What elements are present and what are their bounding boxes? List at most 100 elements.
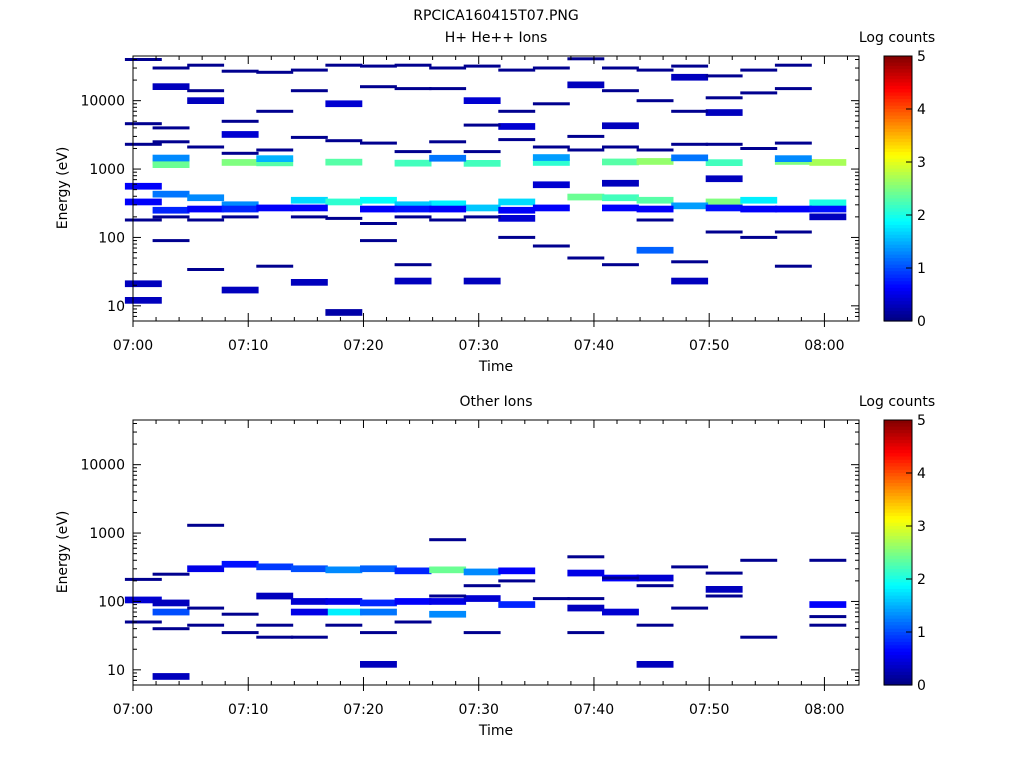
heatmap-line bbox=[636, 148, 674, 152]
heatmap-bin bbox=[705, 198, 743, 206]
heatmap-line bbox=[671, 260, 709, 264]
colorbar-segment bbox=[884, 469, 912, 474]
heatmap-line bbox=[256, 623, 294, 627]
colorbar-segment bbox=[884, 155, 912, 160]
heatmap-line bbox=[740, 91, 778, 95]
heatmap-line bbox=[124, 122, 162, 126]
heatmap-line bbox=[636, 218, 674, 222]
colorbar-segment bbox=[884, 317, 912, 322]
colorbar-segment bbox=[884, 148, 912, 153]
heatmap-line bbox=[567, 256, 605, 260]
heatmap-bin bbox=[360, 661, 397, 668]
heatmap-bin bbox=[152, 673, 190, 680]
heatmap-bin bbox=[325, 198, 363, 206]
colorbar-segment bbox=[884, 175, 912, 180]
colorbar-segment bbox=[884, 628, 912, 633]
colorbar-segment bbox=[884, 195, 912, 200]
heatmap-bin bbox=[567, 604, 605, 612]
x-axis-label: Time bbox=[478, 723, 513, 739]
heatmap-line bbox=[636, 99, 674, 103]
heatmap-bin bbox=[429, 154, 467, 162]
heatmap-bin bbox=[221, 159, 259, 166]
x-tick-label: 07:30 bbox=[459, 338, 499, 354]
colorbar-segment bbox=[884, 85, 912, 90]
heatmap-bin bbox=[290, 608, 328, 616]
colorbar-segment bbox=[884, 638, 912, 643]
heatmap-line bbox=[532, 102, 570, 106]
colorbar-segment bbox=[884, 635, 912, 640]
heatmap-line bbox=[498, 579, 536, 583]
colorbar-segment bbox=[884, 224, 912, 229]
panel-title: Other Ions bbox=[459, 394, 532, 410]
heatmap-bin bbox=[498, 206, 536, 214]
heatmap-line bbox=[809, 623, 847, 627]
colorbar-segment bbox=[884, 254, 912, 259]
heatmap-line bbox=[187, 89, 225, 93]
heatmap-line bbox=[498, 138, 536, 142]
colorbar-tick-label: 3 bbox=[917, 155, 926, 171]
heatmap-line bbox=[394, 620, 432, 624]
heatmap-bin bbox=[567, 81, 605, 89]
heatmap-bin bbox=[532, 204, 570, 212]
heatmap-bin bbox=[360, 599, 397, 607]
heatmap-marks bbox=[124, 57, 847, 316]
colorbar-segment bbox=[884, 562, 912, 567]
heatmap-bin bbox=[290, 565, 328, 573]
y-axis-label: Energy (eV) bbox=[55, 147, 71, 230]
colorbar-segment bbox=[884, 62, 912, 67]
heatmap-line bbox=[671, 64, 709, 68]
x-tick-label: 07:00 bbox=[113, 338, 153, 354]
heatmap-bin bbox=[187, 565, 225, 573]
heatmap-bin bbox=[498, 567, 536, 575]
heatmap-line bbox=[360, 85, 397, 89]
colorbar-segment bbox=[884, 211, 912, 216]
colorbar-segment bbox=[884, 112, 912, 117]
colorbar-segment bbox=[884, 297, 912, 302]
colorbar-segment bbox=[884, 145, 912, 150]
heatmap-bin bbox=[636, 196, 674, 204]
heatmap-bin bbox=[221, 205, 259, 213]
heatmap-line bbox=[394, 215, 432, 219]
x-axis-label: Time bbox=[478, 359, 513, 375]
y-tick-label: 10 bbox=[107, 299, 125, 315]
y-tick-label: 100 bbox=[98, 594, 125, 610]
x-tick-label: 07:10 bbox=[228, 702, 268, 718]
heatmap-line bbox=[221, 215, 259, 219]
colorbar-segment bbox=[884, 612, 912, 617]
colorbar-segment bbox=[884, 532, 912, 537]
heatmap-line bbox=[187, 218, 225, 222]
heatmap-bin bbox=[809, 199, 847, 207]
colorbar-segment bbox=[884, 645, 912, 650]
colorbar-segment bbox=[884, 122, 912, 127]
heatmap-line bbox=[705, 142, 743, 146]
colorbar-segment bbox=[884, 655, 912, 660]
colorbar-segment bbox=[884, 459, 912, 464]
colorbar-segment bbox=[884, 307, 912, 312]
heatmap-bin bbox=[152, 190, 190, 198]
heatmap-bin bbox=[532, 159, 570, 166]
colorbar-label: Log counts bbox=[859, 30, 935, 46]
colorbar-segment bbox=[884, 429, 912, 434]
colorbar-segment bbox=[884, 274, 912, 279]
heatmap-line bbox=[394, 87, 432, 91]
heatmap-bin bbox=[705, 109, 743, 116]
heatmap-bin bbox=[498, 215, 536, 222]
heatmap-bin bbox=[152, 206, 190, 214]
colorbar-segment bbox=[884, 92, 912, 97]
heatmap-line bbox=[532, 145, 570, 149]
colorbar-segment bbox=[884, 301, 912, 306]
colorbar-label: Log counts bbox=[859, 394, 935, 410]
heatmap-line bbox=[360, 64, 397, 68]
heatmap-line bbox=[567, 631, 605, 635]
colorbar-segment bbox=[884, 559, 912, 564]
heatmap-line bbox=[774, 141, 812, 145]
colorbar-tick-label: 5 bbox=[917, 49, 926, 65]
colorbar-segment bbox=[884, 241, 912, 246]
colorbar-segment bbox=[884, 579, 912, 583]
colorbar-segment bbox=[884, 492, 912, 497]
heatmap-bin bbox=[221, 131, 259, 138]
heatmap-bin bbox=[809, 213, 847, 221]
y-tick-label: 10 bbox=[107, 663, 125, 679]
colorbar-segment bbox=[884, 420, 912, 424]
colorbar-segment bbox=[884, 89, 912, 94]
